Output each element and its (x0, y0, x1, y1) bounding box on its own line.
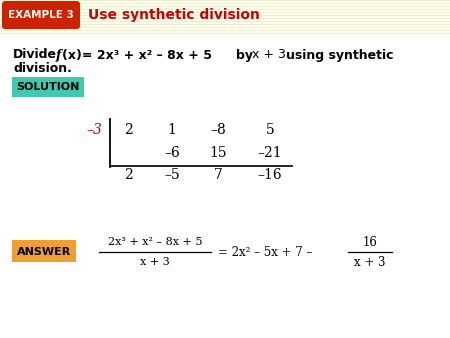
Bar (0, 32, 450, 33)
Text: Divide: Divide (13, 48, 57, 62)
Bar (0, 20, 450, 21)
Text: 15: 15 (209, 146, 227, 160)
Bar (0, 28, 450, 29)
Bar (0, 34, 450, 338)
Bar (0, 18, 450, 19)
Bar (0, 2, 450, 3)
Bar (0, 23, 450, 24)
Bar (0, 7, 450, 8)
Text: EXAMPLE 3: EXAMPLE 3 (8, 10, 74, 21)
Text: –3: –3 (86, 123, 102, 137)
Bar (0, 3, 450, 4)
Bar (0, 30, 450, 31)
Text: 2: 2 (124, 123, 132, 137)
Text: using synthetic: using synthetic (286, 48, 393, 62)
Text: –6: –6 (164, 146, 180, 160)
Text: x + 3: x + 3 (140, 257, 170, 267)
Bar (0, 21, 450, 22)
FancyBboxPatch shape (12, 240, 76, 262)
FancyBboxPatch shape (12, 77, 84, 97)
Text: 7: 7 (214, 168, 222, 182)
Bar (0, 25, 450, 26)
Bar (0, 0, 450, 34)
Bar (0, 19, 450, 20)
Bar (0, 1, 450, 2)
Text: SOLUTION: SOLUTION (16, 82, 80, 93)
Text: 5: 5 (266, 123, 274, 137)
Bar (0, 5, 450, 6)
Bar (0, 0, 450, 1)
Text: x + 3: x + 3 (354, 256, 386, 268)
Text: division.: division. (13, 62, 72, 74)
Bar (0, 11, 450, 12)
Bar (0, 33, 450, 34)
Bar (0, 16, 450, 17)
Bar (0, 9, 450, 10)
Text: = 2x² – 5x + 7 –: = 2x² – 5x + 7 – (218, 245, 312, 259)
Text: (x)= 2x³ + x² – 8x + 5: (x)= 2x³ + x² – 8x + 5 (62, 48, 212, 62)
Text: Use synthetic division: Use synthetic division (88, 8, 260, 23)
Bar (0, 26, 450, 27)
Text: –21: –21 (258, 146, 282, 160)
Bar (0, 31, 450, 32)
Text: 2x³ + x² – 8x + 5: 2x³ + x² – 8x + 5 (108, 237, 202, 247)
Text: by: by (236, 48, 253, 62)
Text: ANSWER: ANSWER (17, 247, 71, 257)
Bar (0, 27, 450, 28)
Bar (0, 4, 450, 5)
Bar (0, 10, 450, 11)
FancyBboxPatch shape (2, 1, 80, 29)
Bar (0, 14, 450, 15)
Bar (0, 24, 450, 25)
Bar (0, 22, 450, 23)
Bar (0, 17, 450, 18)
Text: 16: 16 (363, 236, 378, 248)
Bar (0, 6, 450, 7)
Text: –8: –8 (210, 123, 226, 137)
Bar (0, 29, 450, 30)
Text: x + 3: x + 3 (252, 48, 286, 62)
Text: 1: 1 (167, 123, 176, 137)
Bar (0, 13, 450, 14)
Text: 2: 2 (124, 168, 132, 182)
Text: –16: –16 (258, 168, 282, 182)
Bar (0, 15, 450, 16)
Bar (0, 8, 450, 9)
Bar (0, 12, 450, 13)
Text: –5: –5 (164, 168, 180, 182)
Text: f: f (56, 48, 61, 62)
